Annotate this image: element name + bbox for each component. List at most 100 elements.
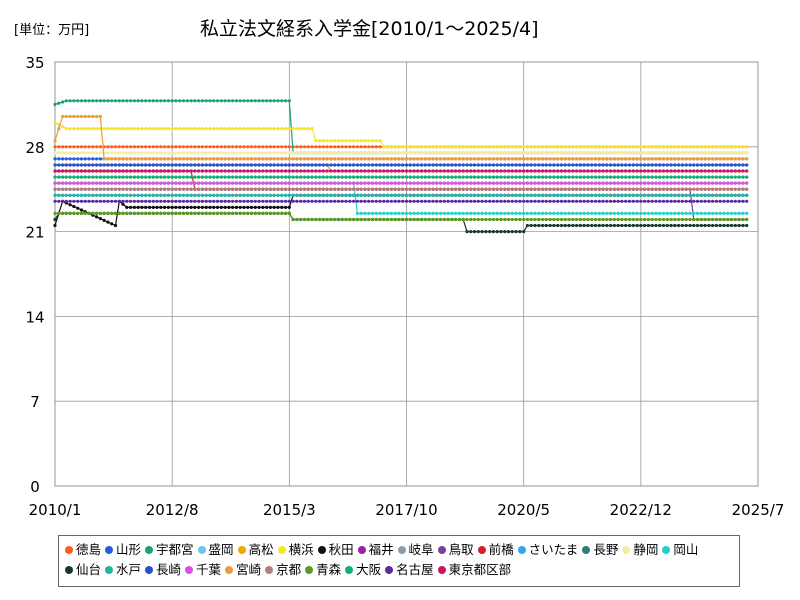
data-point <box>76 99 80 103</box>
data-point <box>722 199 726 203</box>
data-point <box>95 99 99 103</box>
data-point <box>219 199 223 203</box>
data-point <box>344 169 348 173</box>
data-point <box>197 205 201 209</box>
data-point <box>163 127 167 131</box>
data-point <box>423 163 427 167</box>
legend-item: 岐阜 <box>397 540 434 560</box>
data-point <box>265 99 269 103</box>
data-point <box>272 199 276 203</box>
data-point <box>707 181 711 185</box>
data-point <box>582 175 586 179</box>
data-point <box>703 145 707 149</box>
data-point <box>268 169 272 173</box>
data-point <box>329 163 333 167</box>
data-point <box>276 151 280 155</box>
data-point <box>79 169 84 173</box>
data-point <box>476 211 480 215</box>
data-point <box>352 199 356 203</box>
data-point <box>234 175 238 179</box>
data-point <box>450 193 454 197</box>
x-tick-label: 2022/12 <box>610 501 672 519</box>
data-point <box>714 199 719 203</box>
data-point <box>393 217 397 222</box>
series-京都 <box>53 187 749 191</box>
data-point <box>83 127 87 131</box>
data-point <box>529 187 533 191</box>
data-point <box>416 151 420 155</box>
data-point <box>208 205 212 209</box>
data-point <box>367 193 371 197</box>
data-point <box>627 187 632 191</box>
legend-marker <box>65 545 73 554</box>
data-point <box>612 223 617 228</box>
data-point <box>276 193 280 197</box>
data-point <box>457 193 461 197</box>
data-point <box>714 145 719 149</box>
data-point <box>185 127 189 131</box>
data-point <box>601 145 605 149</box>
data-point <box>113 163 118 167</box>
data-point <box>284 211 288 215</box>
data-point <box>144 151 148 155</box>
data-point <box>442 181 446 185</box>
data-point <box>556 151 560 155</box>
data-point <box>231 175 235 179</box>
data-point <box>386 217 390 222</box>
data-point <box>514 145 518 149</box>
data-point <box>76 157 80 161</box>
data-point <box>446 175 450 179</box>
data-point <box>106 145 110 149</box>
data-point <box>438 175 443 179</box>
data-point <box>541 187 545 191</box>
data-point <box>325 217 329 222</box>
data-point <box>110 181 114 185</box>
data-point <box>291 181 295 185</box>
data-point <box>480 163 484 167</box>
data-point <box>745 163 749 167</box>
data-point <box>336 181 341 185</box>
data-point <box>246 181 250 185</box>
data-point <box>420 157 424 161</box>
data-point <box>711 157 715 161</box>
data-point <box>110 222 114 226</box>
data-point <box>510 211 514 215</box>
data-point <box>661 223 666 228</box>
series-東京都区部 <box>53 169 749 173</box>
data-point <box>386 145 390 149</box>
series-宮崎 <box>53 114 749 161</box>
data-point <box>215 205 220 209</box>
data-point <box>102 163 106 167</box>
data-point <box>64 211 68 215</box>
data-point <box>544 169 548 173</box>
data-point <box>476 217 480 222</box>
data-point <box>567 145 571 149</box>
data-point <box>272 211 276 215</box>
data-point <box>737 223 741 228</box>
data-point <box>265 187 269 191</box>
data-point <box>61 114 65 119</box>
data-point <box>438 211 443 215</box>
data-point <box>582 223 586 228</box>
data-point <box>249 127 254 131</box>
data-point <box>578 193 583 197</box>
data-point <box>200 151 204 155</box>
data-point <box>166 151 170 155</box>
data-point <box>522 230 526 234</box>
data-point <box>711 163 715 167</box>
data-point <box>212 211 216 215</box>
data-point <box>174 145 178 149</box>
data-point <box>472 230 477 234</box>
data-point <box>314 157 318 161</box>
data-point <box>620 223 624 228</box>
data-point <box>711 211 715 215</box>
data-point <box>215 145 220 149</box>
data-point <box>374 181 378 185</box>
data-point <box>359 139 363 143</box>
data-point <box>359 217 363 222</box>
data-point <box>284 151 288 155</box>
data-point <box>234 193 238 197</box>
data-point <box>541 193 545 197</box>
data-point <box>329 193 333 197</box>
data-point <box>204 205 208 209</box>
